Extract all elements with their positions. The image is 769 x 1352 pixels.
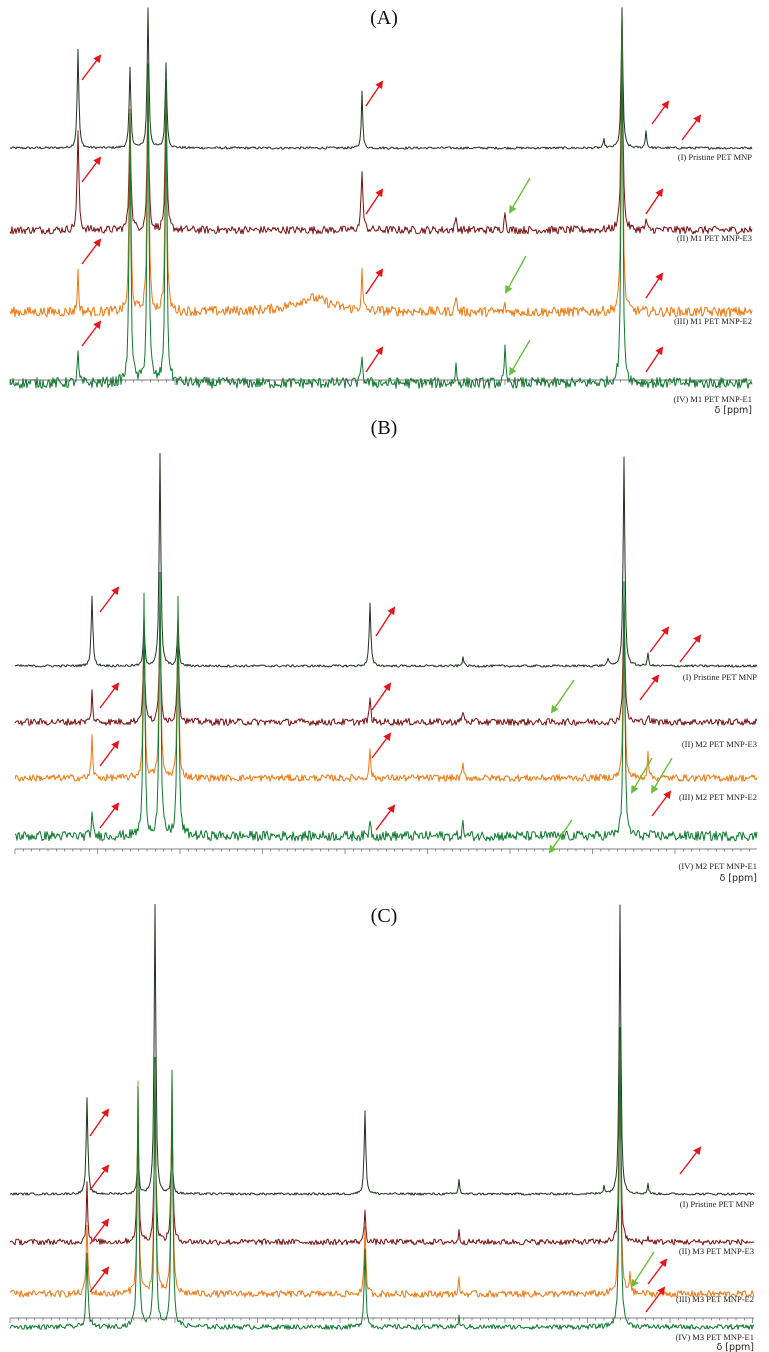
- spectrum-trace-2: [9, 12, 753, 235]
- red-arrow-icon: [645, 272, 664, 299]
- panel-b-axis: [14, 848, 757, 854]
- red-arrow-icon: [375, 606, 396, 637]
- red-arrow-icon: [99, 740, 120, 767]
- green-arrow-icon: [505, 255, 527, 294]
- panel-b-label-4: (IV) M2 PET MNP-E1: [679, 861, 757, 871]
- red-arrow-icon: [99, 802, 120, 829]
- spectrum-trace-4: [9, 14, 753, 389]
- red-arrow-icon: [651, 790, 672, 817]
- panel-b-title: (B): [371, 417, 398, 439]
- red-arrow-icon: [371, 732, 392, 759]
- panel-c-label-4: (IV) M3 PET MNP-E1: [676, 1332, 754, 1342]
- red-arrow-icon: [645, 1286, 666, 1313]
- green-arrow-icon: [550, 679, 575, 714]
- spectrum-trace-1: [9, 7, 753, 150]
- panel-c-label-3: (III) M3 PET MNP-E2: [676, 1294, 754, 1304]
- panel-a-label-1: (I) Pristine PET MNP: [678, 152, 752, 162]
- panel-a: (A) (I) Pristine PET MNP (II) M1 PET MNP…: [9, 7, 753, 416]
- red-arrow-icon: [99, 682, 120, 709]
- panel-c-label-2: (II) M3 PET MNP-E3: [679, 1246, 754, 1256]
- red-arrow-icon: [639, 674, 660, 701]
- panel-c: (C) (I) Pristine PET MNP (II) M3 PET MNP…: [9, 904, 755, 1352]
- panel-b-label-1: (I) Pristine PET MNP: [683, 672, 757, 682]
- green-arrow-icon: [650, 757, 673, 794]
- spectrum-trace-2: [9, 1043, 755, 1246]
- red-arrow-icon: [99, 586, 120, 613]
- red-arrow-icon: [645, 346, 664, 373]
- green-arrow-icon: [548, 819, 573, 854]
- spectrum-trace-3: [9, 1033, 755, 1298]
- red-arrow-icon: [89, 1108, 110, 1137]
- spectrum-trace-3: [14, 598, 758, 782]
- red-arrow-icon: [365, 80, 384, 107]
- red-arrow-icon: [89, 1218, 110, 1245]
- red-arrow-icon: [365, 268, 384, 295]
- red-arrow-icon: [81, 238, 102, 265]
- red-arrow-icon: [365, 188, 384, 215]
- panel-a-axis: [9, 379, 752, 385]
- red-arrow-icon: [647, 1258, 668, 1285]
- panel-c-title: (C): [371, 905, 398, 927]
- panel-b-label-3: (III) M2 PET MNP-E2: [679, 792, 757, 802]
- panel-b-axis-label: δ [ppm]: [719, 873, 757, 884]
- spectrum-trace-4: [14, 571, 758, 842]
- spectrum-trace-1: [9, 904, 755, 1196]
- panel-c-axis-label: δ [ppm]: [716, 1342, 754, 1352]
- red-arrow-icon: [679, 1146, 702, 1175]
- red-arrow-icon: [365, 346, 384, 373]
- red-arrow-icon: [649, 626, 670, 653]
- panel-a-label-4: (IV) M1 PET MNP-E1: [674, 394, 752, 404]
- red-arrow-icon: [81, 54, 102, 81]
- red-arrow-icon: [89, 1266, 110, 1293]
- panel-a-traces: [9, 7, 753, 389]
- panel-b-label-2: (II) M2 PET MNP-E3: [682, 739, 757, 749]
- red-arrow-icon: [651, 100, 670, 125]
- spectrum-trace-1: [14, 452, 758, 668]
- green-arrow-icon: [508, 339, 531, 376]
- annotation-arrows: [81, 54, 702, 1313]
- panel-a-label-3: (III) M1 PET MNP-E2: [674, 316, 752, 326]
- red-arrow-icon: [371, 682, 392, 711]
- green-arrow-icon: [508, 177, 531, 214]
- spectrum-trace-4: [9, 1026, 755, 1330]
- panel-c-axis: [9, 1317, 754, 1323]
- red-arrow-icon: [681, 114, 702, 141]
- green-arrow-icon: [630, 1251, 655, 1288]
- spectrum-trace-2: [14, 594, 758, 726]
- red-arrow-icon: [81, 156, 102, 183]
- panel-c-traces: [9, 904, 755, 1330]
- spectrum-trace-3: [9, 15, 753, 318]
- panel-b-traces: [14, 452, 758, 842]
- panel-b: (B) (I) Pristine PET MNP (II) M2 PET MNP…: [14, 417, 758, 884]
- red-arrow-icon: [679, 634, 702, 663]
- panel-a-title: (A): [370, 7, 398, 29]
- panel-c-label-1: (I) Pristine PET MNP: [680, 1199, 754, 1209]
- panel-a-label-2: (II) M1 PET MNP-E3: [677, 233, 752, 243]
- red-arrow-icon: [89, 1164, 110, 1191]
- red-arrow-icon: [81, 320, 102, 347]
- red-arrow-icon: [375, 804, 396, 831]
- green-arrow-icon: [630, 757, 653, 794]
- red-arrow-icon: [645, 188, 664, 215]
- panel-a-axis-label: δ [ppm]: [714, 405, 752, 416]
